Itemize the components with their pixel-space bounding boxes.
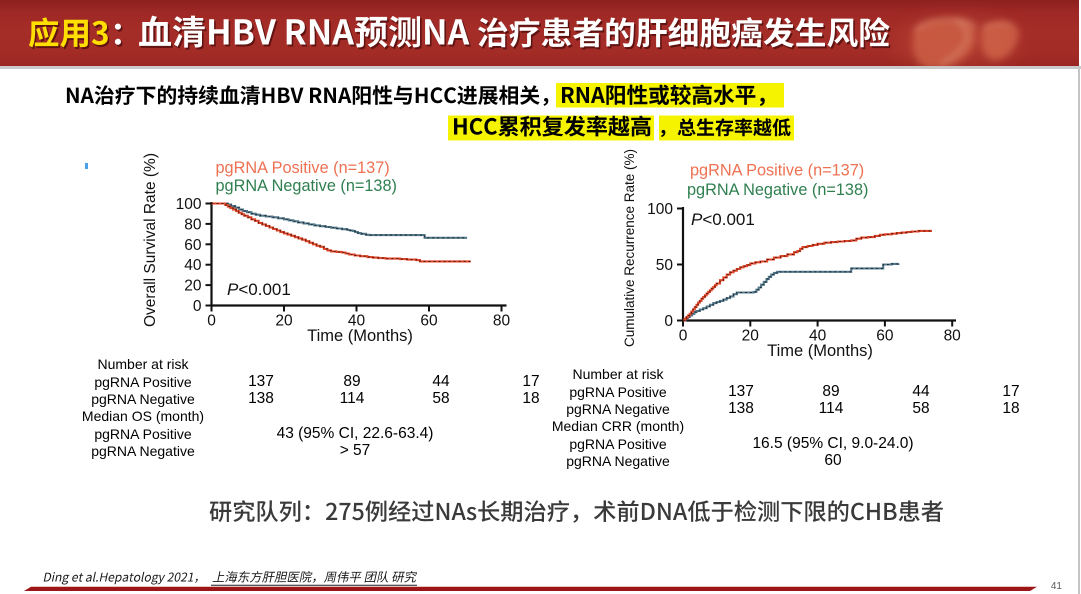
- svg-text:pgRNA Positive (n=137): pgRNA Positive (n=137): [216, 159, 390, 177]
- svg-text:80: 80: [944, 328, 962, 345]
- svg-text:20: 20: [184, 278, 202, 295]
- svg-text:80: 80: [184, 216, 202, 233]
- svg-text:20: 20: [742, 328, 760, 345]
- svg-text:Time (Months): Time (Months): [307, 327, 413, 345]
- svg-text:60: 60: [420, 313, 438, 330]
- svg-text:Time (Months): Time (Months): [767, 342, 873, 360]
- svg-text:Overall Survival Rate (%): Overall Survival Rate (%): [142, 153, 159, 327]
- svg-text:0: 0: [193, 298, 202, 315]
- svg-text:50: 50: [656, 257, 674, 274]
- svg-text:Cumulative Recurrence Rate (%): Cumulative Recurrence Rate (%): [622, 149, 637, 347]
- svg-text:0: 0: [207, 313, 216, 330]
- svg-text:80: 80: [493, 313, 511, 330]
- svg-text:P<0.001: P<0.001: [227, 280, 291, 299]
- svg-text:P<0.001: P<0.001: [691, 210, 755, 229]
- svg-text:0: 0: [664, 313, 673, 330]
- svg-text:40: 40: [809, 328, 827, 345]
- svg-text:pgRNA Negative (n=138): pgRNA Negative (n=138): [687, 181, 868, 199]
- svg-text:40: 40: [348, 313, 366, 330]
- svg-text:60: 60: [876, 328, 894, 345]
- svg-text:40: 40: [184, 257, 202, 274]
- svg-text:pgRNA Negative (n=138): pgRNA Negative (n=138): [216, 177, 397, 195]
- svg-text:20: 20: [275, 313, 293, 330]
- svg-text:100: 100: [176, 196, 202, 213]
- svg-text:100: 100: [647, 201, 673, 218]
- svg-text:pgRNA Positive (n=137): pgRNA Positive (n=137): [690, 162, 864, 180]
- svg-text:60: 60: [184, 237, 202, 254]
- svg-text:0: 0: [679, 328, 688, 345]
